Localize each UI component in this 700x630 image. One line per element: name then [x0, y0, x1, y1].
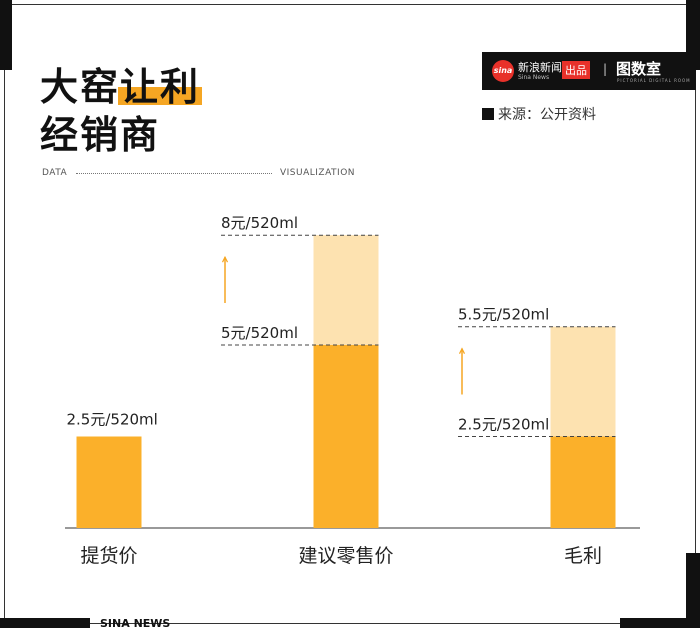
- page-title-line1: 大窑让利: [40, 56, 200, 111]
- data-label: 5.5元/520ml: [458, 306, 549, 324]
- title-highlight: 让利: [120, 65, 201, 109]
- divider-label-right: VISUALIZATION: [280, 168, 356, 178]
- brand-separator: |: [603, 62, 608, 76]
- brand-tag: 出品: [562, 61, 590, 79]
- bar-base: [76, 436, 142, 528]
- brand-right-logo: 图数室: [616, 60, 662, 78]
- increase-arrow-head: [458, 347, 466, 354]
- category-label: 建议零售价: [298, 545, 393, 567]
- category-label: 提货价: [80, 545, 137, 567]
- card-frame: [4, 4, 696, 624]
- title-plain: 大窑: [40, 65, 121, 109]
- brand-right-sub: PICTORIAL DIGITAL ROOM: [617, 78, 691, 83]
- corner-decoration: [0, 0, 12, 70]
- data-label: 8元/520ml: [221, 214, 298, 232]
- source-note: 来源：公开资料: [482, 104, 596, 124]
- brand-sub: Sina News: [518, 74, 550, 81]
- corner-decoration: [620, 618, 700, 628]
- sina-logo-icon: [492, 60, 514, 82]
- bar-base: [313, 345, 379, 528]
- category-label: 毛利: [564, 545, 602, 567]
- increase-arrow-head: [221, 255, 229, 263]
- brand-name: 新浪新闻: [518, 61, 562, 74]
- corner-decoration: [0, 618, 90, 628]
- data-label: 5元/520ml: [221, 324, 298, 342]
- square-bullet-icon: [482, 108, 494, 120]
- bar-increment: [550, 326, 616, 437]
- bar-increment: [313, 235, 379, 345]
- divider-label-left: DATA: [42, 168, 68, 178]
- corner-decoration: [686, 553, 700, 628]
- divider-dots: [76, 173, 272, 174]
- data-label: 2.5元/520ml: [67, 411, 158, 429]
- sina-logo-text: sina: [493, 66, 513, 75]
- page-title-line2: 经销商: [40, 113, 161, 157]
- data-label: 2.5元/520ml: [458, 416, 549, 434]
- source-text: 来源：公开资料: [498, 107, 596, 123]
- footer-brand: SINA NEWS: [100, 617, 171, 630]
- bar-base: [550, 436, 616, 528]
